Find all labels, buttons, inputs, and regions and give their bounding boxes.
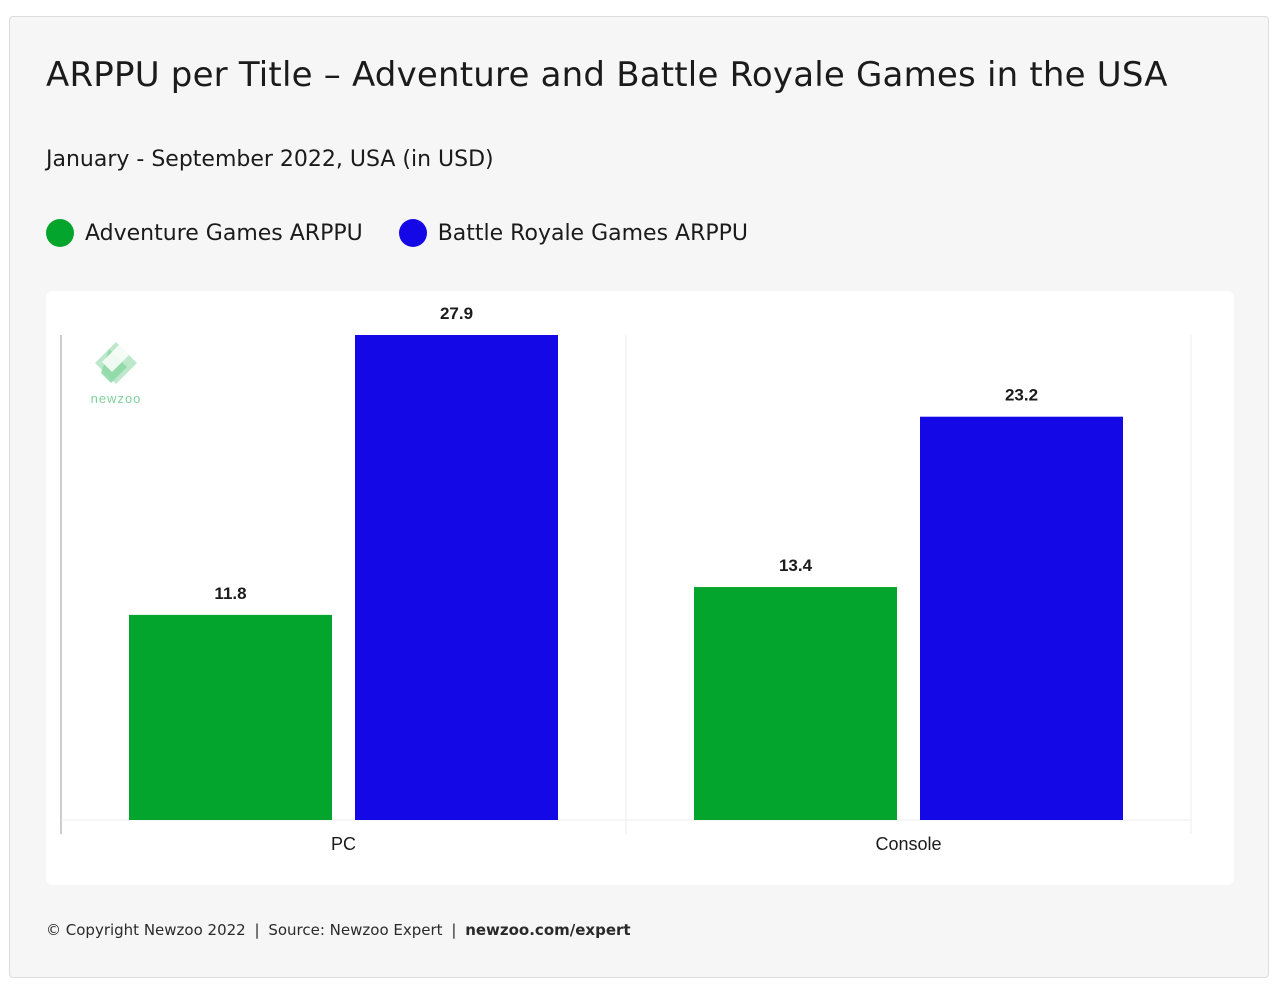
legend-swatch-adventure (46, 219, 74, 247)
footer-separator: | (451, 921, 457, 939)
newzoo-logo-text: newzoo (91, 391, 142, 406)
legend-label-battle-royale: Battle Royale Games ARPPU (437, 220, 749, 246)
x-tick-label-pc: PC (331, 834, 356, 854)
legend-item-battle-royale: Battle Royale Games ARPPU (398, 219, 749, 247)
x-tick-label-console: Console (875, 834, 941, 854)
newzoo-logo: newzoo (91, 342, 142, 406)
footer-source: Source: Newzoo Expert (268, 921, 443, 939)
plot-panel: newzoo 11.8 27.9 13.4 23.2 PC Console (46, 291, 1234, 885)
newzoo-logo-mark (95, 342, 137, 384)
chart-legend: Adventure Games ARPPU Battle Royale Game… (46, 217, 784, 249)
footer-copyright: © Copyright Newzoo 2022 (46, 921, 246, 939)
bar-battle-royale-pc (355, 335, 558, 820)
data-label-battle-royale-pc: 27.9 (440, 304, 473, 323)
bar-battle-royale-console (920, 416, 1123, 820)
bar-adventure-pc (129, 614, 332, 820)
chart-subtitle: January - September 2022, USA (in USD) (46, 147, 494, 172)
data-label-adventure-console: 13.4 (779, 556, 813, 575)
chart-card: ARPPU per Title – Adventure and Battle R… (9, 16, 1269, 978)
footer: © Copyright Newzoo 2022 | Source: Newzoo… (46, 921, 631, 939)
data-label-adventure-pc: 11.8 (214, 584, 246, 603)
bar-adventure-console (694, 587, 897, 820)
data-label-battle-royale-console: 23.2 (1005, 386, 1038, 405)
footer-link[interactable]: newzoo.com/expert (465, 921, 631, 939)
chart-title: ARPPU per Title – Adventure and Battle R… (46, 55, 1168, 95)
legend-label-adventure: Adventure Games ARPPU (85, 220, 363, 246)
bar-chart: newzoo 11.8 27.9 13.4 23.2 PC Console (60, 304, 1192, 854)
legend-item-adventure: Adventure Games ARPPU (46, 219, 363, 247)
footer-separator: | (254, 921, 260, 939)
legend-swatch-battle-royale (398, 219, 427, 247)
